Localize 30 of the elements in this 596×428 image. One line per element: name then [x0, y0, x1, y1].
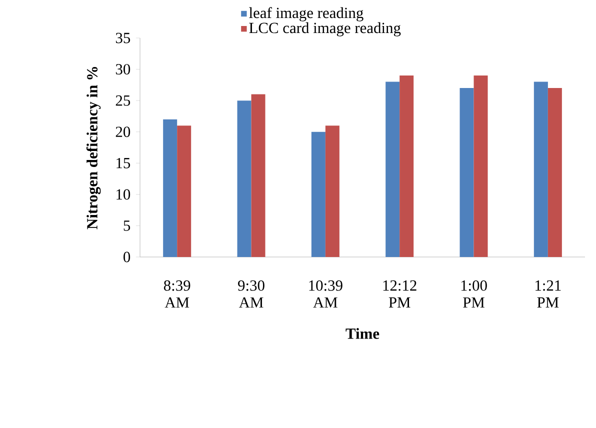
y-tick-label: 35	[116, 32, 130, 44]
y-tick-label: 15	[116, 158, 130, 168]
bar	[237, 100, 252, 257]
bar	[386, 82, 400, 257]
bar	[460, 88, 474, 257]
x-tick-label: 1:00 PM	[461, 280, 487, 308]
x-axis-title: Time	[346, 328, 380, 339]
legend-label: LCC card image reading	[249, 22, 401, 36]
bar	[548, 88, 562, 257]
x-tick-label: 9:30 AM	[238, 280, 264, 308]
y-tick-label: 30	[116, 64, 130, 74]
y-axis-title: Nitrogen deficiency in %	[86, 66, 101, 230]
x-tick-label: 12:12 PM	[383, 280, 416, 308]
x-tick-label: 10:39 AM	[309, 280, 342, 308]
bar	[534, 82, 548, 257]
y-tick-label: 10	[116, 189, 130, 200]
bar	[325, 126, 340, 257]
bar	[474, 76, 488, 257]
y-tick-label: 20	[116, 126, 130, 138]
y-tick-label: 0	[124, 252, 130, 262]
x-tick-label: 1:21 PM	[536, 280, 561, 308]
legend-label: leaf image reading	[249, 7, 364, 22]
x-tick-label: 8:39 AM	[164, 280, 190, 308]
bar	[311, 132, 326, 257]
bar	[400, 76, 414, 257]
bar	[177, 126, 192, 257]
bar	[251, 94, 266, 257]
bar	[163, 119, 178, 257]
y-tick-label: 5	[124, 220, 130, 231]
y-tick-label: 25	[116, 95, 130, 106]
